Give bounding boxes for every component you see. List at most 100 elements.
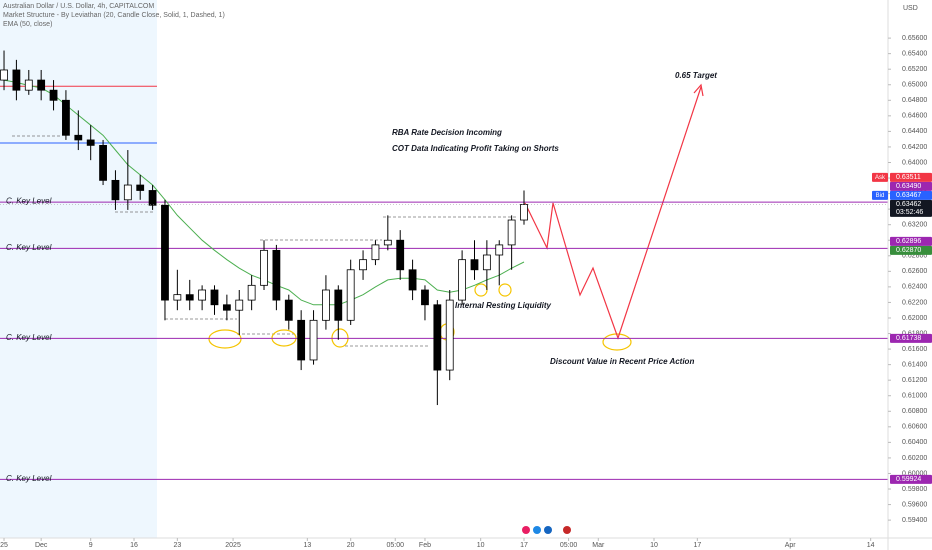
candle-body — [0, 69, 8, 81]
price-tag-label: 0.62896 — [896, 238, 921, 245]
price-tag-label: 0.62870 — [896, 247, 921, 254]
y-tick-label: 0.62800 — [902, 253, 927, 260]
y-tick-label: 0.59400 — [902, 517, 927, 524]
y-tick-label: 0.61400 — [902, 361, 927, 368]
key-level-label: C. Key Level — [6, 474, 52, 483]
annotation: Discount Value in Recent Price Action — [550, 357, 694, 366]
price-tag — [890, 181, 932, 191]
y-tick-label: 0.65400 — [902, 50, 927, 57]
price-tag-label: 0.61738 — [896, 335, 921, 342]
candle-body — [445, 299, 454, 371]
price-axis — [888, 0, 932, 550]
x-tick-label: 13 — [303, 542, 311, 549]
y-tick-label: 0.60000 — [902, 470, 927, 477]
y-tick-label: 0.63200 — [902, 222, 927, 229]
candle-body — [495, 244, 504, 256]
price-tag — [890, 474, 932, 484]
x-tick-label: 10 — [650, 542, 658, 549]
y-tick-label: 0.60200 — [902, 455, 927, 462]
x-tick-label: 05:00 — [386, 542, 404, 549]
candle-body — [520, 204, 528, 221]
price-tag-kind — [872, 172, 888, 182]
indicator-legend: Market Structure - By Leviathan (20, Can… — [3, 12, 225, 19]
y-tick-label: 0.61200 — [902, 377, 927, 384]
candle-body — [433, 304, 442, 371]
y-tick-label: 0.65200 — [902, 66, 927, 73]
y-tick-label: 0.64600 — [902, 113, 927, 120]
x-tick-label: 20 — [347, 542, 355, 549]
candle-body — [62, 99, 70, 136]
key-level-label: C. Key Level — [6, 243, 52, 252]
price-tag — [890, 236, 932, 246]
price-tag — [890, 333, 932, 343]
projection-arrow — [693, 83, 704, 97]
candle-body — [222, 304, 231, 311]
key-level-label: C. Key Level — [6, 197, 52, 206]
price-tag-label: 0.63511 — [896, 174, 921, 181]
candle-body — [12, 69, 21, 91]
candle-body — [24, 79, 33, 91]
x-tick-label: 16 — [130, 542, 138, 549]
y-tick-label: 0.59800 — [902, 486, 927, 493]
price-tag-label: 0.63490 — [896, 183, 921, 190]
candle-body — [458, 259, 467, 301]
structure-boxes — [12, 135, 516, 347]
y-tick-label: 0.65000 — [902, 82, 927, 89]
projection-path — [524, 86, 702, 340]
key-level-label: C. Key Level — [6, 333, 52, 342]
candle-body — [210, 289, 219, 306]
candle-body — [482, 254, 491, 271]
candle-body — [371, 244, 380, 261]
x-tick-label: Dec — [35, 542, 48, 549]
y-tick-label: 0.62600 — [902, 268, 927, 275]
y-tick-label: 0.64800 — [902, 97, 927, 104]
y-tick-label: 0.61600 — [902, 346, 927, 353]
candle-body — [408, 269, 417, 291]
candle-body — [235, 299, 244, 311]
x-tick-label: 23 — [173, 542, 181, 549]
candle-body — [322, 289, 330, 321]
x-tick-label: 17 — [520, 542, 528, 549]
countdown: 03:52:46 — [896, 209, 923, 216]
candle-body — [260, 249, 268, 286]
candle-body — [111, 179, 120, 201]
event-icons — [522, 526, 571, 534]
candle-body — [49, 89, 58, 101]
indicator-legend: EMA (50, close) — [3, 21, 52, 28]
price-tag-label: 0.63467 — [896, 192, 921, 199]
candle-body — [86, 139, 95, 146]
candle-body — [198, 289, 207, 301]
candle-body — [507, 219, 516, 246]
candle-body — [99, 144, 107, 181]
price-tag — [890, 190, 932, 200]
candle-body — [334, 289, 343, 321]
candle-body — [284, 299, 293, 321]
y-tick-label: 0.62400 — [902, 284, 927, 291]
y-tick-label: 0.62000 — [902, 315, 927, 322]
price-tag-kind-label: Bid — [876, 193, 885, 199]
session-highlight — [0, 0, 157, 538]
price-tag-kind-label: Ask — [875, 175, 886, 181]
candle-body — [359, 259, 367, 271]
y-tick-label: 0.59600 — [902, 501, 927, 508]
x-tick-label: 05:00 — [560, 542, 578, 549]
annotation: 0.65 Target — [675, 71, 717, 80]
candle-body — [37, 79, 46, 91]
x-tick-label: 14 — [867, 542, 875, 549]
annotation: Internal Resting Liquidity — [455, 301, 552, 310]
y-tick-label: 0.61000 — [902, 393, 927, 400]
liquidity-markers — [208, 283, 632, 351]
y-tick-label: 0.64400 — [902, 128, 927, 135]
candle-body — [383, 239, 392, 246]
candle-body — [123, 184, 132, 201]
y-tick-label: 0.62200 — [902, 299, 927, 306]
candle-body — [173, 294, 182, 301]
y-tick-label: 0.60800 — [902, 408, 927, 415]
x-tick-label: 9 — [89, 542, 93, 549]
candle-body — [272, 249, 281, 301]
candle-body — [247, 284, 256, 301]
x-tick-label: 10 — [477, 542, 485, 549]
candle-body — [421, 289, 429, 306]
candle-body — [470, 259, 479, 271]
